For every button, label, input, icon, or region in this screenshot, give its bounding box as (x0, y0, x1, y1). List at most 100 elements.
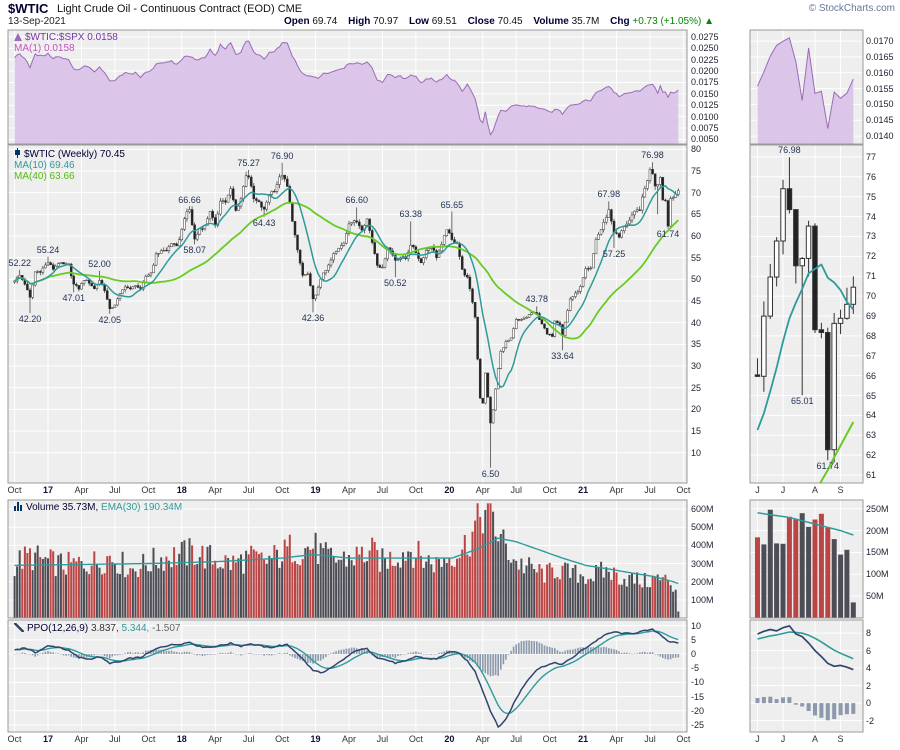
high-value: 70.97 (373, 16, 399, 27)
x-axis-label: 20 (444, 734, 455, 744)
price-y-tick-label: 80 (691, 144, 702, 155)
mini-price-y-tick-label: 62 (866, 450, 877, 461)
price-y-tick-label: 10 (691, 447, 702, 458)
x-axis-label: Jul (644, 734, 656, 744)
volume-value: 35.7M (571, 16, 600, 27)
high-label: High (348, 16, 371, 27)
volume-y-tick-label: 100M (691, 594, 714, 605)
quote-close: Close 70.45 (468, 16, 523, 27)
volume-y-tick-label: 300M (691, 558, 714, 569)
mini-price-y-tick-label: 66 (866, 370, 877, 381)
price-annotation: 42.05 (98, 314, 122, 325)
quote-volume: Volume 35.7M (533, 16, 599, 27)
x-axis-label: Oct (676, 734, 691, 744)
volume-panel (8, 500, 687, 618)
mini-ppo-series (755, 625, 856, 721)
x-axis-label: Jul (376, 485, 389, 495)
x-axis-label: Jul (644, 485, 656, 495)
up-triangle-icon: ▲ (704, 16, 714, 27)
price-panel (8, 145, 687, 483)
price-annotation: 55.24 (36, 244, 60, 255)
x-axis-label: 19 (310, 485, 321, 495)
mini-volume-y-tick-label: 250M (866, 503, 889, 514)
x-axis-label: Apr (208, 485, 223, 495)
price-annotation: 66.66 (178, 195, 201, 206)
chart-title: Light Crude Oil - Continuous Contract (E… (57, 3, 303, 15)
price-legend-ma40: MA(40) 63.66 (14, 171, 75, 182)
mini-price-annotation: 65.01 (790, 396, 814, 407)
mini-ratio-y-tick-label: 0.0155 (866, 83, 894, 94)
ratio-y-tick-label: 0.0075 (691, 123, 719, 134)
mini-price-y-tick-label: 73 (866, 231, 877, 242)
close-value: 70.45 (497, 16, 523, 27)
x-axis-label: Apr (74, 734, 89, 744)
mini-price-y-tick-label: 64 (866, 410, 877, 421)
mini-ratio-y-tick-label: 0.0140 (866, 131, 894, 142)
ppo-value-line: 3.837, (90, 623, 119, 634)
mini-price-y-tick-label: 75 (866, 191, 877, 202)
x-axis-label: 21 (578, 485, 589, 495)
quote-open: Open 69.74 (284, 16, 337, 27)
x-axis-label: Oct (676, 485, 691, 495)
price-y-tick-label: 35 (691, 339, 702, 350)
mini-volume-y-tick-label: 150M (866, 547, 889, 558)
ppo-y-tick-label: 10 (691, 620, 702, 631)
price-annotation: 65.65 (440, 199, 464, 210)
price-y-tick-label: 70 (691, 187, 702, 198)
mini-price-annotation: 76.98 (778, 145, 801, 156)
price-annotation: 66.60 (345, 195, 368, 206)
mini-volume-y-tick-label: 200M (866, 525, 889, 536)
x-axis-label: Oct (542, 485, 557, 495)
ratio-legend: $WTIC:$SPX 0.0158 MA(1) 0.0158 (14, 32, 118, 54)
mini-price-y-tick-label: 61 (866, 470, 877, 481)
mini-x-axis-label: A (811, 734, 818, 744)
ratio-y-tick-label: 0.0275 (691, 31, 719, 42)
mini-ratio-y-tick-label: 0.0160 (866, 67, 894, 78)
price-annotation: 52.00 (88, 258, 111, 269)
mini-ppo-y-tick-label: 4 (866, 663, 872, 674)
mini-volume-y-tick-label: 50M (866, 591, 884, 602)
x-axis-label: Oct (542, 734, 557, 744)
mini-ratio-y-tick-label: 0.0165 (866, 51, 894, 62)
price-y-tick-label: 50 (691, 274, 702, 285)
price-y-tick-label: 20 (691, 404, 702, 415)
quote-change: Chg +0.73 (+1.05%) ▲ (610, 16, 714, 27)
x-axis-label: 17 (42, 485, 54, 495)
price-annotation: 43.78 (525, 294, 549, 305)
area-chart-icon (14, 33, 22, 41)
x-axis-label: Oct (141, 485, 156, 495)
volume-y-tick-label: 400M (691, 540, 714, 551)
x-axis-label: Apr (341, 485, 357, 495)
volume-y-tick-label: 600M (691, 504, 714, 515)
price-y-tick-label: 55 (691, 252, 702, 263)
price-y-tick-label: 45 (691, 296, 702, 306)
ratio-series (14, 40, 679, 144)
quote-strip: Open 69.74 High 70.97 Low 69.51 Close 70… (276, 16, 714, 27)
ppo-value-signal: 5.344, (121, 623, 150, 634)
price-y-tick-label: 75 (691, 166, 702, 176)
mini-ppo-y-tick-label: -2 (866, 715, 875, 726)
price-annotation: 42.20 (18, 314, 42, 325)
price-annotation: 52.22 (8, 257, 31, 268)
ratio-y-tick-label: 0.0125 (691, 100, 719, 111)
mini-volume-y-tick-label: 100M (866, 569, 889, 580)
stockcharts-credit-link[interactable]: © StockCharts.com (808, 3, 895, 14)
ratio-y-tick-label: 0.0100 (691, 111, 719, 122)
ticker-symbol: $WTIC (8, 1, 49, 16)
ratio-y-tick-label: 0.0200 (691, 66, 719, 77)
price-legend-main: $WTIC (Weekly) 70.45 (24, 149, 125, 160)
price-annotation: 61.74 (656, 229, 680, 240)
x-axis-label: Apr (475, 485, 490, 495)
ratio-y-tick-label: 0.0175 (691, 77, 719, 88)
price-annotation: 6.50 (481, 468, 500, 479)
x-axis-label: Jul (510, 734, 522, 744)
mini-x-axis-label: S (837, 485, 844, 495)
ppo-y-tick-label: -25 (691, 719, 705, 730)
x-axis-label: Oct (7, 485, 22, 495)
mini-x-axis-label: S (837, 734, 844, 744)
x-axis-label: Oct (141, 734, 156, 744)
x-axis-label: Apr (609, 485, 624, 495)
x-axis-label: 21 (578, 734, 589, 744)
